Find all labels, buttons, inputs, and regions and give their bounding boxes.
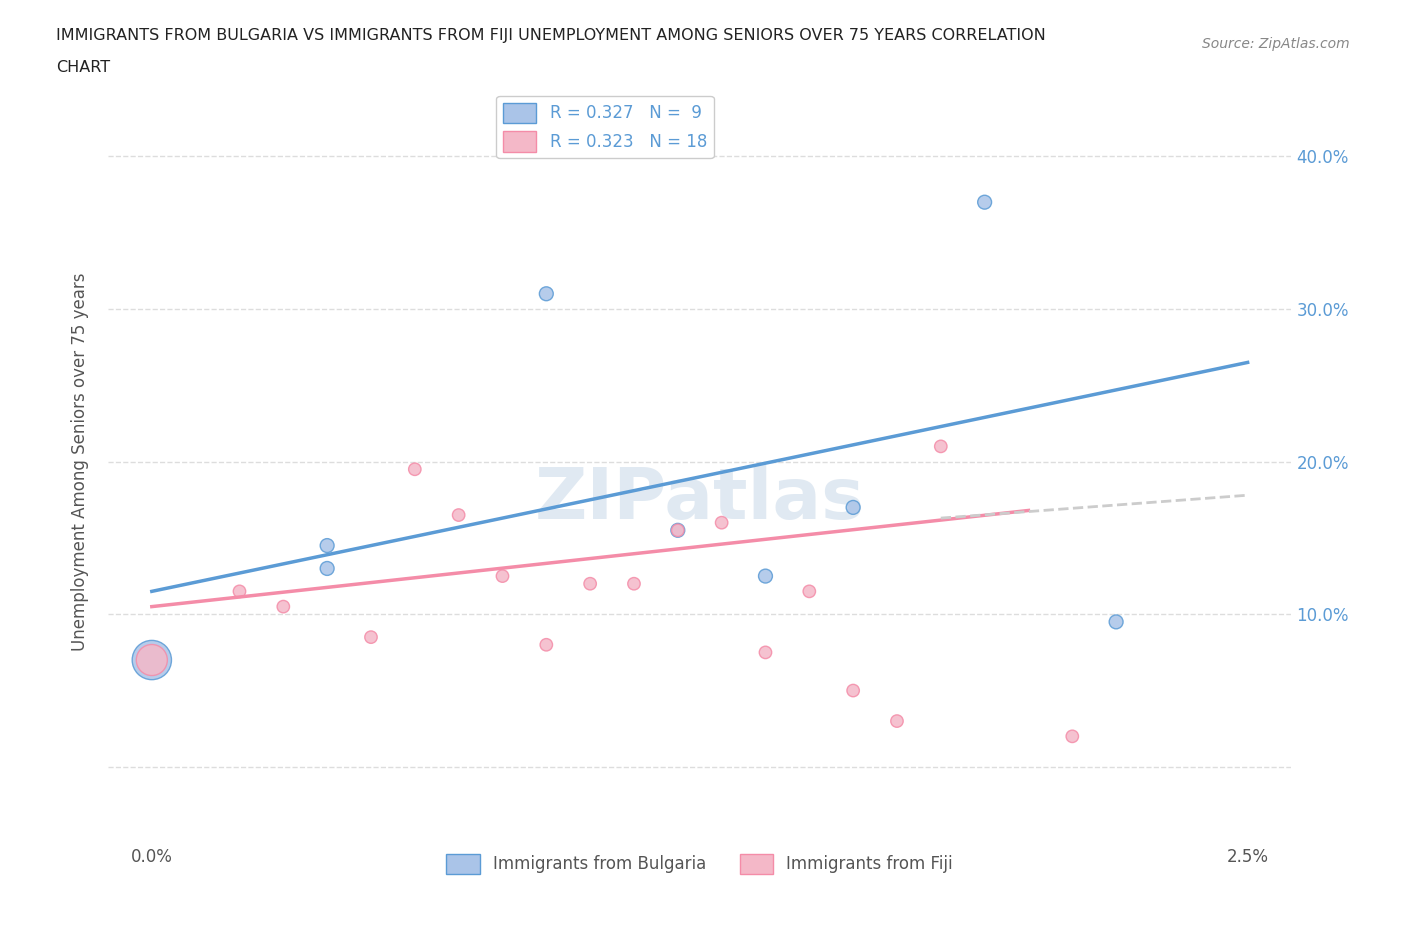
Point <box>141 653 163 668</box>
Point <box>929 439 952 454</box>
Point <box>623 577 645 591</box>
Text: IMMIGRANTS FROM BULGARIA VS IMMIGRANTS FROM FIJI UNEMPLOYMENT AMONG SENIORS OVER: IMMIGRANTS FROM BULGARIA VS IMMIGRANTS F… <box>56 28 1046 43</box>
Point <box>141 653 163 668</box>
Point <box>710 515 733 530</box>
Point <box>404 462 426 477</box>
Text: Source: ZipAtlas.com: Source: ZipAtlas.com <box>1202 37 1350 51</box>
Text: CHART: CHART <box>56 60 110 75</box>
Point <box>754 645 776 660</box>
Point <box>536 637 558 652</box>
Point <box>886 713 908 728</box>
Legend: Immigrants from Bulgaria, Immigrants from Fiji: Immigrants from Bulgaria, Immigrants fro… <box>440 847 960 881</box>
Point <box>579 577 602 591</box>
Point <box>360 630 382 644</box>
Point <box>1062 729 1084 744</box>
Point <box>799 584 821 599</box>
Y-axis label: Unemployment Among Seniors over 75 years: Unemployment Among Seniors over 75 years <box>72 272 89 651</box>
Text: ZIPatlas: ZIPatlas <box>534 465 865 535</box>
Point <box>491 568 513 583</box>
Point <box>666 523 689 538</box>
Point <box>228 584 250 599</box>
Point <box>666 523 689 538</box>
Point <box>316 561 339 576</box>
Point <box>316 538 339 553</box>
Point <box>842 684 865 698</box>
Point <box>973 194 995 209</box>
Point <box>754 568 776 583</box>
Point <box>273 599 295 614</box>
Point <box>536 286 558 301</box>
Point <box>842 500 865 515</box>
Point <box>447 508 470 523</box>
Point <box>1105 615 1128 630</box>
